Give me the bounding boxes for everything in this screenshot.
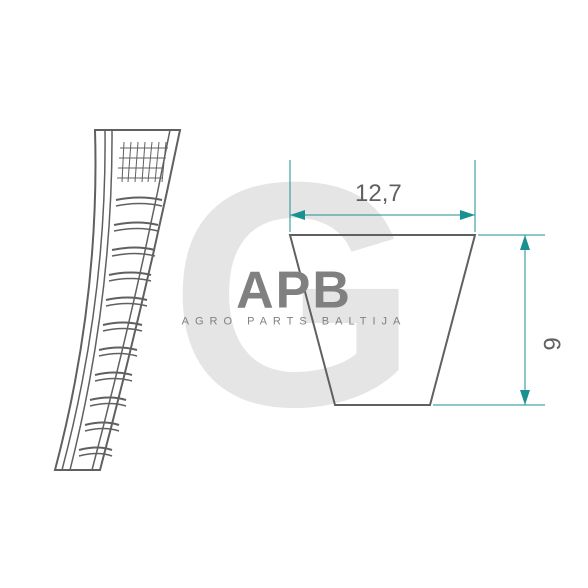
- belt-side-view: [55, 130, 180, 470]
- width-dimension: [290, 160, 475, 232]
- brand-watermark: APB AGRO PARTS BALTIJA: [182, 261, 407, 328]
- brand-name: APB: [182, 261, 407, 321]
- height-dimension: [433, 235, 545, 405]
- brand-tagline: AGRO PARTS BALTIJA: [182, 316, 407, 328]
